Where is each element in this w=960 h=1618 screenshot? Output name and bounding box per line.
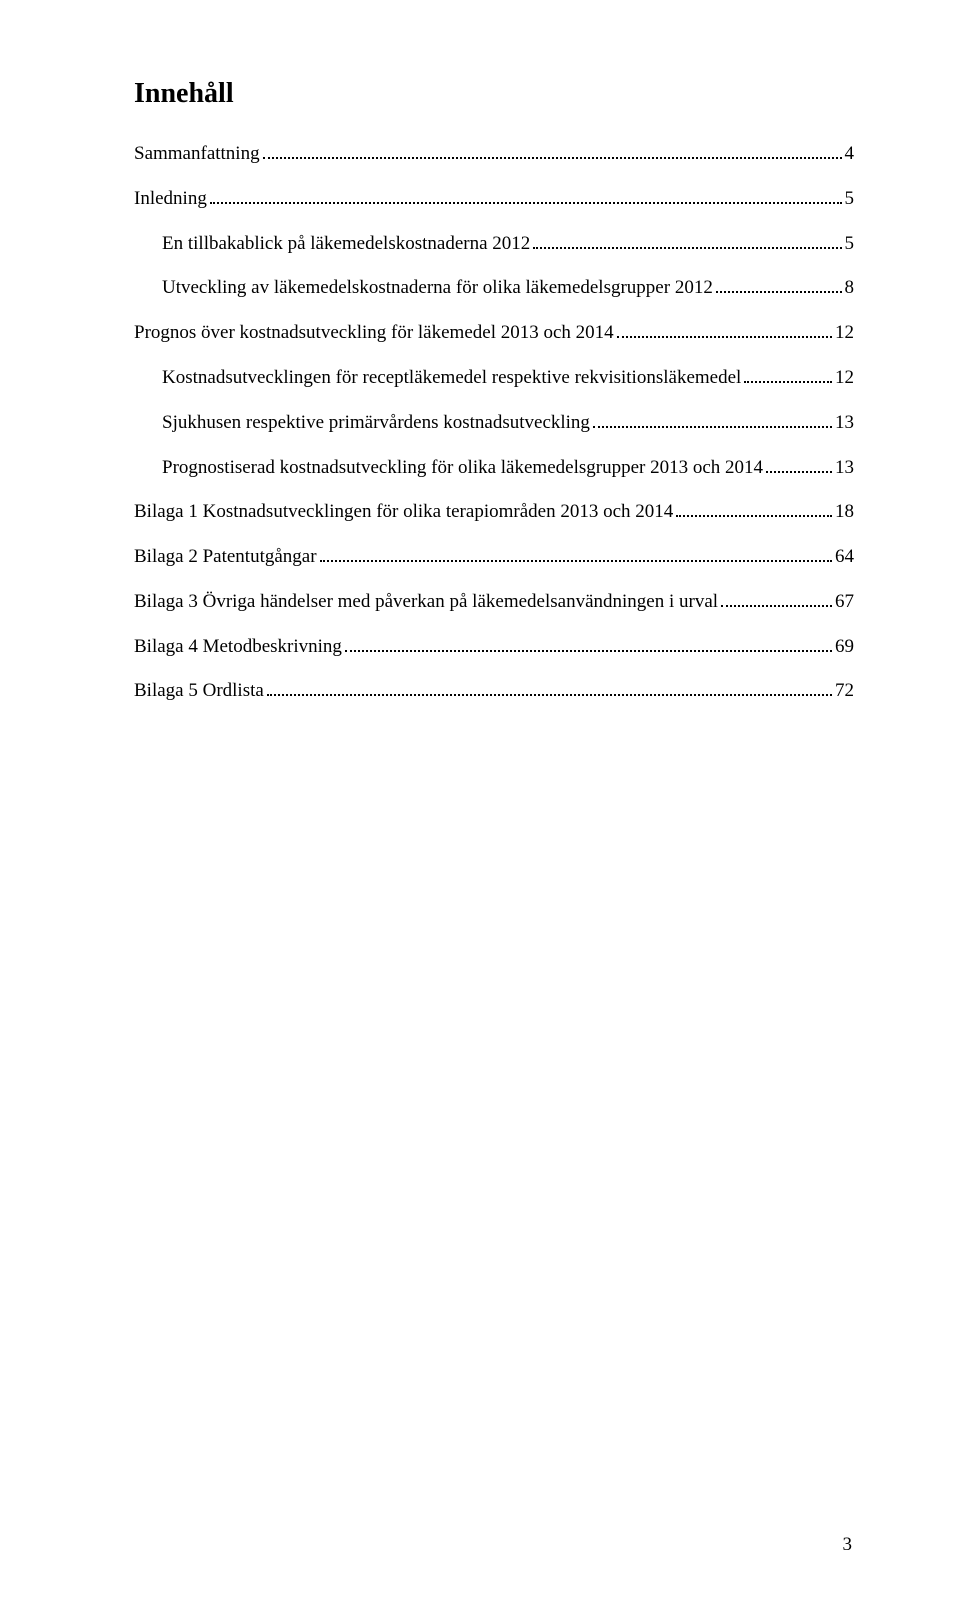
toc-entry: Utveckling av läkemedelskostnaderna för …	[134, 276, 854, 301]
toc-page: 5	[845, 232, 855, 257]
toc-entry: Kostnadsutvecklingen för receptläkemedel…	[134, 366, 854, 391]
toc-entry: Prognos över kostnadsutveckling för läke…	[134, 321, 854, 346]
toc-page: 13	[835, 456, 854, 481]
toc-label: Prognostiserad kostnadsutveckling för ol…	[162, 456, 763, 481]
toc-leader	[320, 545, 832, 562]
toc-heading: Innehåll	[134, 78, 854, 110]
toc-entry: Prognostiserad kostnadsutveckling för ol…	[134, 455, 854, 480]
toc-page: 18	[835, 500, 854, 525]
toc-label: Kostnadsutvecklingen för receptläkemedel…	[162, 366, 741, 391]
document-page: Innehåll Sammanfattning 4 Inledning 5 En…	[0, 0, 960, 1618]
toc-page: 12	[835, 366, 854, 391]
toc-leader	[744, 366, 832, 383]
toc-page: 72	[835, 679, 854, 704]
toc-entry: Bilaga 5 Ordlista 72	[134, 679, 854, 704]
page-number: 3	[843, 1534, 853, 1556]
toc-label: Bilaga 2 Patentutgångar	[134, 545, 317, 570]
toc-entry: Bilaga 1 Kostnadsutvecklingen för olika …	[134, 500, 854, 525]
toc-page: 67	[835, 590, 854, 615]
toc-leader	[345, 635, 832, 652]
toc-entry: Bilaga 4 Metodbeskrivning 69	[134, 635, 854, 660]
toc-label: Sammanfattning	[134, 142, 260, 167]
table-of-contents: Sammanfattning 4 Inledning 5 En tillbaka…	[134, 142, 854, 704]
toc-page: 5	[845, 187, 855, 212]
toc-label: Bilaga 1 Kostnadsutvecklingen för olika …	[134, 500, 673, 525]
toc-entry: Bilaga 3 Övriga händelser med påverkan p…	[134, 590, 854, 615]
toc-label: Bilaga 5 Ordlista	[134, 679, 264, 704]
toc-page: 64	[835, 545, 854, 570]
toc-leader	[766, 455, 832, 472]
toc-entry: En tillbakablick på läkemedelskostnadern…	[134, 232, 854, 257]
toc-label: Bilaga 4 Metodbeskrivning	[134, 635, 342, 660]
toc-leader	[593, 411, 832, 428]
toc-leader	[267, 679, 832, 696]
toc-label: Bilaga 3 Övriga händelser med påverkan p…	[134, 590, 718, 615]
toc-page: 8	[845, 276, 855, 301]
toc-page: 4	[845, 142, 855, 167]
toc-entry: Sjukhusen respektive primärvårdens kostn…	[134, 411, 854, 436]
toc-leader	[533, 232, 841, 249]
toc-page: 69	[835, 635, 854, 660]
toc-leader	[716, 276, 842, 293]
toc-entry: Bilaga 2 Patentutgångar 64	[134, 545, 854, 570]
toc-leader	[676, 500, 832, 517]
toc-entry: Sammanfattning 4	[134, 142, 854, 167]
toc-label: Prognos över kostnadsutveckling för läke…	[134, 321, 614, 346]
toc-entry: Inledning 5	[134, 187, 854, 212]
toc-label: Sjukhusen respektive primärvårdens kostn…	[162, 411, 590, 436]
toc-label: Inledning	[134, 187, 207, 212]
toc-leader	[210, 187, 842, 204]
toc-leader	[617, 321, 832, 338]
toc-page: 12	[835, 321, 854, 346]
toc-label: En tillbakablick på läkemedelskostnadern…	[162, 232, 530, 257]
toc-label: Utveckling av läkemedelskostnaderna för …	[162, 276, 713, 301]
toc-leader	[721, 590, 832, 607]
toc-page: 13	[835, 411, 854, 436]
toc-leader	[263, 142, 842, 159]
